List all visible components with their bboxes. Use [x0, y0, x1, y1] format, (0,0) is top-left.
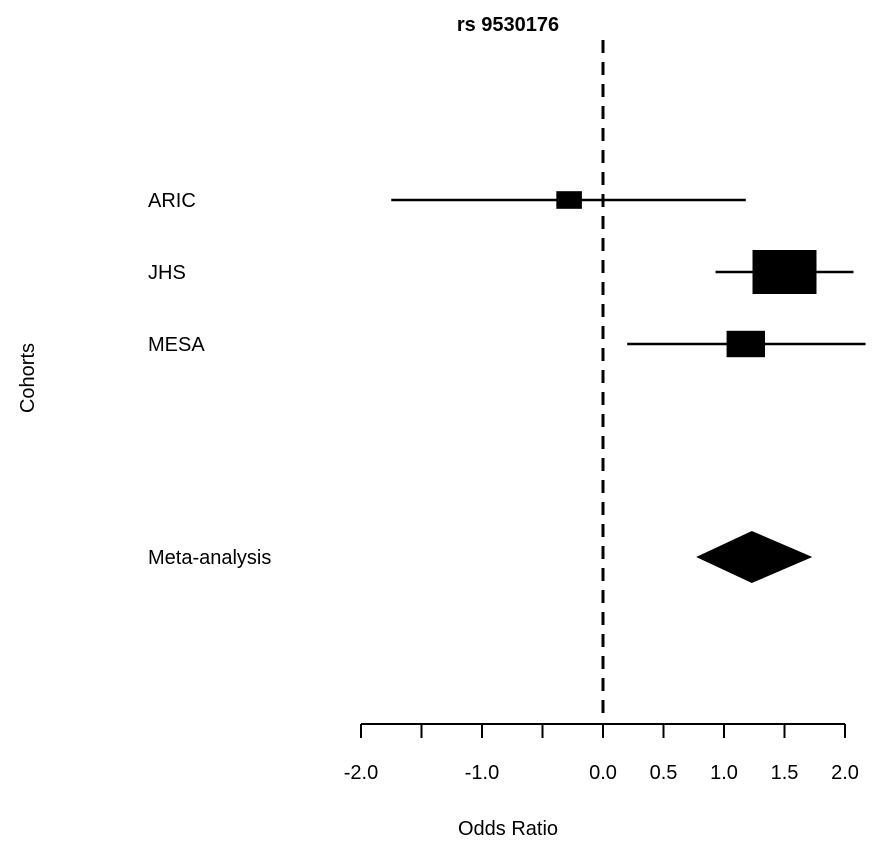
- summary-diamond: [696, 531, 813, 583]
- x-tick-label-5: 0.5: [650, 762, 678, 784]
- x-tick-label-7: 1.5: [771, 762, 799, 784]
- x-tick-label-6: 1.0: [710, 762, 738, 784]
- x-tick-label-0: -2.0: [344, 762, 378, 784]
- x-tick-label-4: 0.0: [589, 762, 617, 784]
- chart-title: rs 9530176: [457, 14, 559, 36]
- cohort-label-meta-analysis: Meta-analysis: [148, 547, 271, 569]
- plot-area: ARIC JHS MESA Meta-analysis -2.0 -1.0 0.0 0.5 1.…: [148, 40, 866, 784]
- x-axis-title: Odds Ratio: [458, 818, 558, 840]
- cohort-label-jhs: JHS: [148, 262, 186, 284]
- estimate-box-mesa: [726, 330, 765, 358]
- cohort-label-mesa: MESA: [148, 334, 205, 356]
- cohort-label-aric: ARIC: [148, 190, 196, 212]
- x-tick-label-2: -1.0: [465, 762, 499, 784]
- x-tick-label-8: 2.0: [831, 762, 859, 784]
- estimate-box-aric: [556, 191, 582, 209]
- estimate-box-jhs: [752, 250, 817, 294]
- y-axis-title: Cohorts: [17, 343, 39, 413]
